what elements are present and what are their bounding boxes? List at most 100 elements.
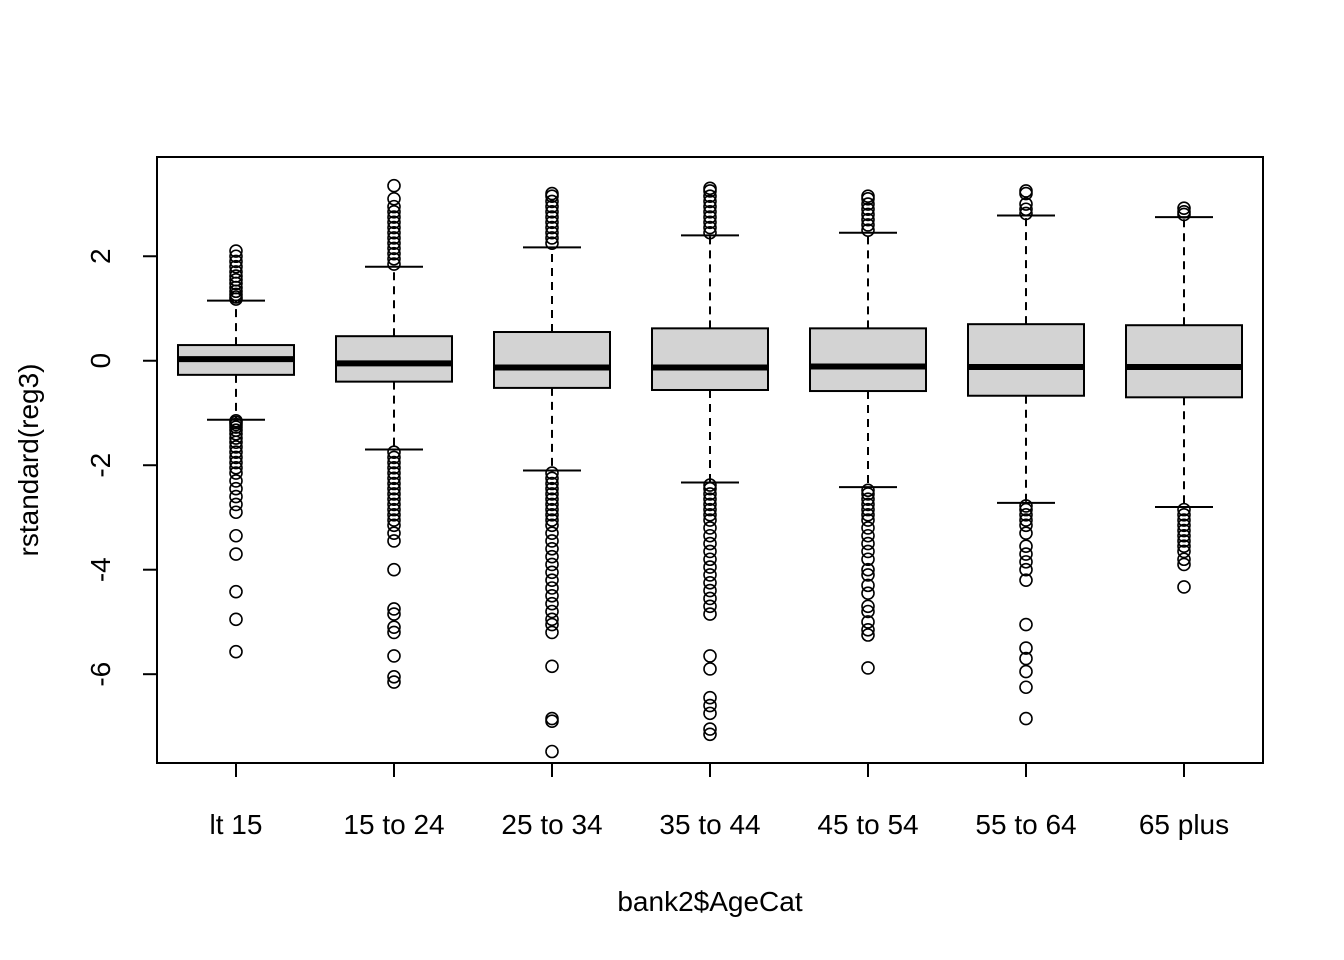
x-axis-label: bank2$AgeCat <box>617 886 802 917</box>
outlier-point <box>1177 552 1191 567</box>
box-group <box>493 186 611 759</box>
outlier-point <box>387 481 401 496</box>
outlier-point <box>1177 539 1191 553</box>
outlier-point <box>1019 555 1033 569</box>
outlier-point <box>229 272 243 287</box>
outlier-point <box>229 466 243 480</box>
outlier-point <box>545 231 559 245</box>
outlier-point <box>545 513 559 527</box>
outlier-point <box>387 670 401 684</box>
outlier-point <box>387 205 401 219</box>
x-tick-label: 15 to 24 <box>343 809 444 840</box>
outlier-point <box>703 220 717 235</box>
outlier-point <box>861 562 875 577</box>
outlier-point <box>1019 197 1033 211</box>
outlier-point <box>545 589 559 603</box>
outlier-point <box>1019 641 1033 655</box>
outlier-point <box>229 445 243 459</box>
outlier-point <box>1019 573 1033 587</box>
outlier-point <box>545 711 559 726</box>
y-tick-label: 0 <box>85 353 116 369</box>
outlier-point <box>1019 526 1033 540</box>
outlier-point <box>387 602 401 616</box>
outlier-point <box>387 191 401 206</box>
outlier-point <box>229 435 243 450</box>
outlier-point <box>1019 680 1033 695</box>
outlier-point <box>703 225 717 240</box>
box-group <box>967 184 1085 726</box>
outlier-point <box>545 481 559 496</box>
iqr-box <box>335 335 453 383</box>
outlier-point <box>229 431 243 445</box>
outlier-point <box>703 607 717 621</box>
outlier-point <box>387 487 401 501</box>
outlier-point <box>545 502 559 517</box>
outlier-point <box>387 246 401 261</box>
outlier-point <box>1177 513 1191 527</box>
outlier-point <box>703 706 717 721</box>
outlier-point <box>545 617 559 632</box>
outlier-point <box>1019 513 1033 527</box>
outlier-point <box>1177 528 1191 543</box>
outlier-point <box>387 225 401 240</box>
outlier-point <box>545 194 559 209</box>
outlier-point <box>703 194 717 209</box>
outlier-point <box>387 649 401 663</box>
box-group <box>177 244 295 659</box>
outlier-point <box>545 526 559 540</box>
outlier-point <box>861 218 875 232</box>
outlier-point <box>387 502 401 517</box>
outlier-point <box>703 199 717 214</box>
outlier-point <box>387 215 401 230</box>
outlier-point <box>1019 206 1033 221</box>
outlier-point <box>1019 539 1033 553</box>
outlier-point <box>703 215 717 230</box>
outlier-point <box>861 223 875 237</box>
outlier-point <box>545 471 559 486</box>
outlier-point <box>703 544 717 559</box>
iqr-box <box>809 327 927 393</box>
outlier-point <box>229 427 243 441</box>
outlier-point <box>545 186 559 201</box>
outlier-point <box>703 478 717 492</box>
outlier-point <box>229 440 243 454</box>
outlier-point <box>229 254 243 269</box>
y-axis: -6 -4 -2 0 2 <box>85 248 157 687</box>
outlier-point <box>703 727 717 742</box>
outlier-point <box>1177 201 1191 215</box>
outlier-point <box>703 575 717 590</box>
outlier-point <box>229 489 243 504</box>
outlier-point <box>1177 534 1191 548</box>
outlier-point <box>545 744 559 759</box>
outlier-point <box>545 215 559 230</box>
outlier-point <box>387 210 401 224</box>
outlier-point <box>703 521 717 535</box>
outlier-point <box>545 466 559 480</box>
outlier-point <box>387 562 401 577</box>
outlier-point <box>387 445 401 459</box>
outlier-point <box>387 620 401 634</box>
outlier-point <box>861 492 875 506</box>
outlier-point <box>861 578 875 593</box>
outlier-point <box>703 690 717 705</box>
outlier-point <box>545 492 559 506</box>
outlier-point <box>387 526 401 540</box>
outlier-point <box>387 466 401 480</box>
boxes <box>177 178 1243 759</box>
outlier-point <box>229 481 243 496</box>
y-tick-label: -2 <box>85 453 116 478</box>
outlier-point <box>545 210 559 224</box>
outlier-point <box>387 455 401 470</box>
outlier-point <box>861 628 875 642</box>
outlier-point <box>229 497 243 512</box>
iqr-box <box>967 323 1085 397</box>
outlier-point <box>861 536 875 551</box>
outlier-point <box>703 513 717 527</box>
outlier-point <box>703 492 717 506</box>
outlier-point <box>861 615 875 629</box>
outlier-point <box>545 565 559 580</box>
outlier-point <box>1019 547 1033 561</box>
outlier-point <box>703 599 717 614</box>
outlier-point <box>861 502 875 517</box>
outlier-point <box>703 508 717 522</box>
